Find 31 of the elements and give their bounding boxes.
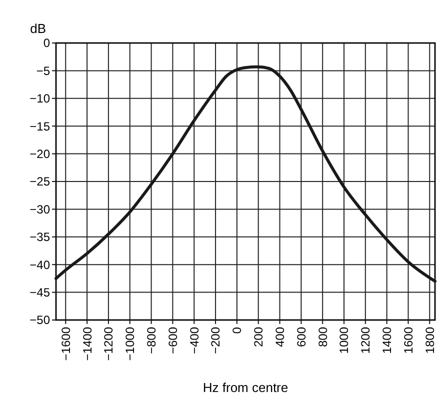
x-tick-label: −1000 bbox=[123, 326, 138, 361]
x-tick-label: −1400 bbox=[80, 326, 94, 361]
x-tick-label: −600 bbox=[166, 326, 180, 354]
x-tick-label: 1800 bbox=[422, 326, 437, 354]
y-tick-label: −30 bbox=[30, 202, 50, 216]
x-tick-label: −1200 bbox=[102, 326, 116, 361]
x-tick-label: 1200 bbox=[358, 326, 373, 354]
x-tick-label: 0 bbox=[230, 326, 244, 334]
x-tick-label: 1000 bbox=[337, 326, 352, 354]
y-tick-label: −35 bbox=[30, 230, 50, 244]
y-tick-label: −15 bbox=[30, 119, 50, 134]
y-tick-label: −40 bbox=[30, 258, 50, 272]
x-tick-label: −200 bbox=[208, 326, 223, 354]
x-tick-label: 800 bbox=[316, 326, 330, 348]
x-tick-label: −400 bbox=[187, 326, 202, 354]
x-tick-label: −800 bbox=[144, 326, 158, 354]
y-axis-title: dB bbox=[30, 21, 46, 36]
y-tick-label: −25 bbox=[30, 174, 50, 189]
x-tick-label: 400 bbox=[272, 326, 287, 348]
y-tick-label: −45 bbox=[30, 286, 50, 300]
y-tick-label: −5 bbox=[36, 64, 50, 78]
x-tick-label: 600 bbox=[294, 326, 308, 348]
y-tick-label: 0 bbox=[43, 36, 50, 50]
y-tick-label: −50 bbox=[30, 313, 50, 328]
x-tick-label: 200 bbox=[252, 326, 266, 348]
y-tick-label: −20 bbox=[30, 147, 50, 161]
y-tick-label: −10 bbox=[30, 92, 50, 106]
x-tick-label: 1400 bbox=[380, 326, 394, 354]
x-tick-label: −1600 bbox=[58, 326, 73, 361]
x-axis-title: Hz from centre bbox=[202, 380, 288, 395]
x-tick-label: 1600 bbox=[401, 326, 416, 354]
